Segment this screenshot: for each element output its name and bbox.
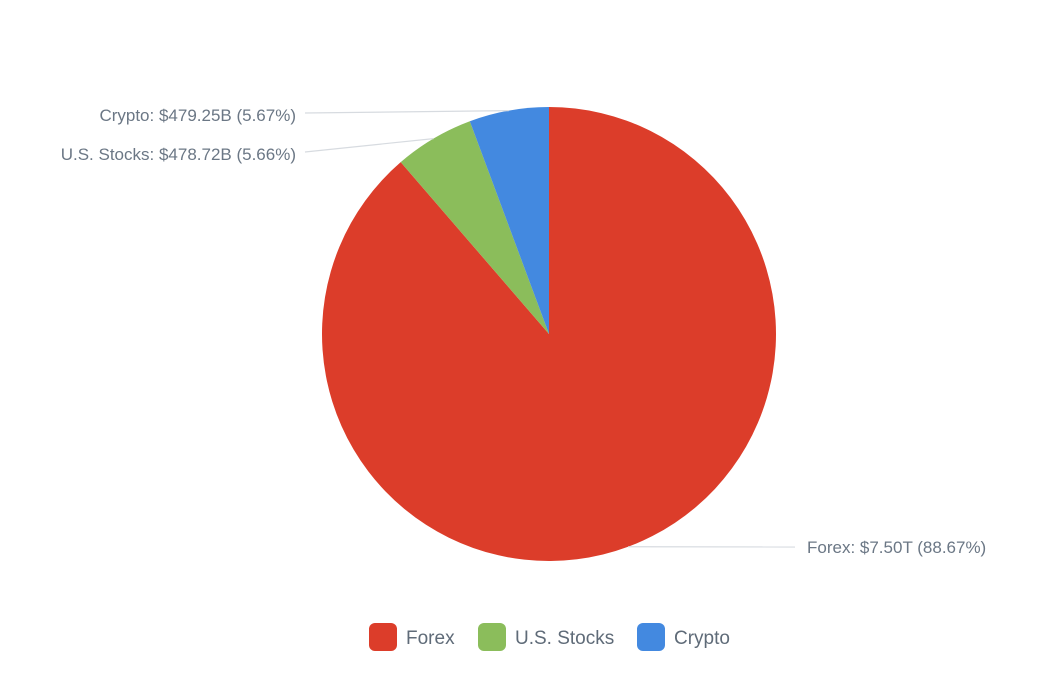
pie-slices	[322, 107, 776, 561]
legend-swatch-crypto	[637, 623, 665, 651]
legend-item-forex[interactable]: Forex	[369, 623, 455, 651]
leader-line-crypto	[305, 111, 509, 113]
legend: Forex U.S. Stocks Crypto	[369, 623, 730, 651]
legend-swatch-forex	[369, 623, 397, 651]
legend-label-crypto: Crypto	[674, 628, 730, 649]
legend-swatch-us-stocks	[478, 623, 506, 651]
data-label-forex: Forex: $7.50T (88.67%)	[807, 538, 986, 557]
legend-label-forex: Forex	[406, 628, 455, 649]
data-label-us-stocks: U.S. Stocks: $478.72B (5.66%)	[61, 145, 296, 164]
leader-line-us-stocks	[305, 139, 433, 152]
legend-item-crypto[interactable]: Crypto	[637, 623, 730, 651]
legend-label-us-stocks: U.S. Stocks	[515, 628, 614, 649]
data-label-crypto: Crypto: $479.25B (5.67%)	[99, 106, 296, 125]
legend-item-us-stocks[interactable]: U.S. Stocks	[478, 623, 614, 651]
